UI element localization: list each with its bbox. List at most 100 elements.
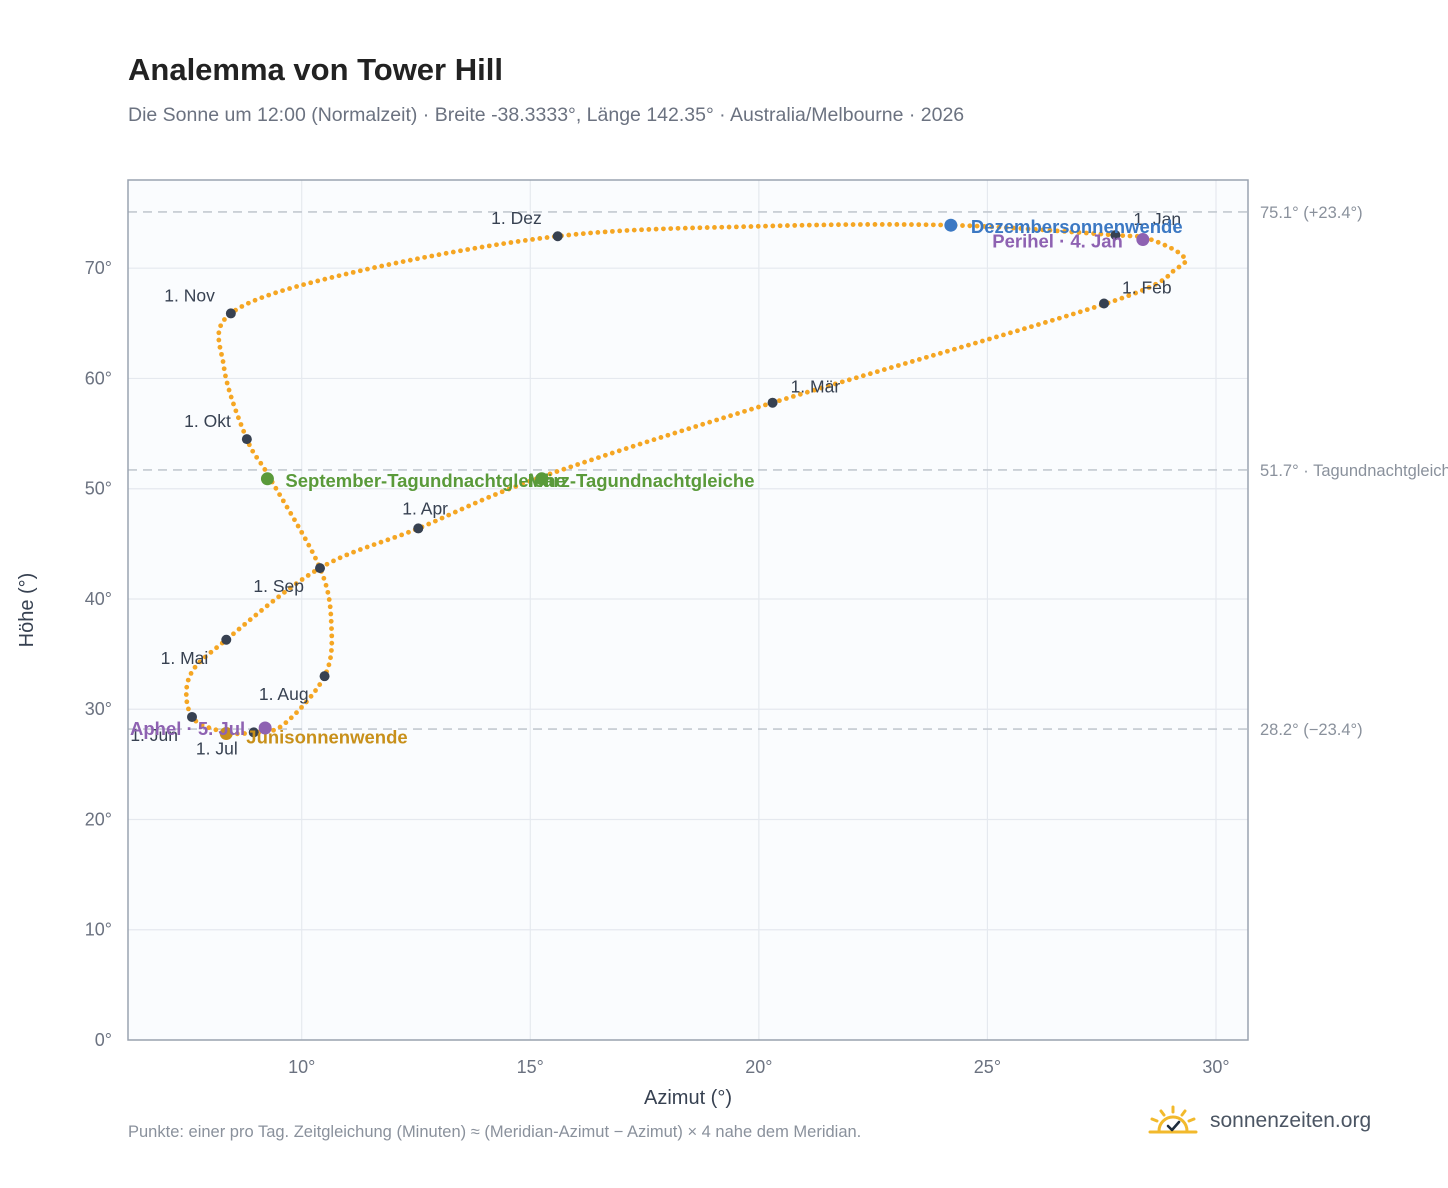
day-point [763,223,768,229]
event-marker [258,721,272,735]
day-point [966,342,971,348]
day-point [1054,228,1060,234]
day-point [271,727,276,733]
day-point [479,497,485,503]
day-point [202,654,208,660]
day-point [887,222,892,227]
month-marker [1110,230,1121,241]
day-point [183,692,189,697]
day-point [429,253,435,259]
day-point [818,385,824,391]
day-point [302,536,308,542]
day-point [974,223,980,229]
month-marker [241,434,252,445]
day-point [1003,225,1009,230]
day-point [277,492,283,497]
day-point [1070,311,1076,317]
day-point [806,222,812,228]
day-point [506,486,512,492]
day-point [719,224,725,230]
day-point [814,222,819,228]
day-point [309,549,315,555]
day-point [218,323,224,329]
day-point [328,611,334,617]
day-point [755,223,761,229]
day-point [1126,293,1132,299]
month-marker-label: 1. Mär [791,377,841,397]
day-point [351,549,356,555]
month-marker-label: 1. Okt [184,411,231,431]
day-point [566,232,572,238]
day-point [350,269,356,275]
day-point [895,363,901,368]
day-point [287,585,293,591]
plot-frame [127,179,1249,1041]
day-point [458,248,463,254]
day-point [923,222,929,228]
day-point [1112,298,1118,303]
day-point [797,391,803,397]
day-point [1119,295,1125,301]
month-marker-label: 1. Mai [161,648,209,668]
month-marker-label: 1. Apr [402,498,448,518]
event-label: März-Tagundnachtgleiche [528,470,755,491]
day-point [595,230,601,235]
day-point [299,704,304,710]
day-point [785,223,790,228]
day-point [325,589,331,595]
day-point [981,224,987,229]
month-marker-label: 1. Sep [253,576,304,596]
day-point [522,238,528,243]
month-marker [225,308,236,319]
day-point [328,655,333,661]
day-point [344,552,350,558]
day-point [697,225,703,231]
plot-area [128,180,1248,1040]
day-point [241,428,247,434]
day-point [735,411,740,416]
day-point [185,677,191,683]
day-point [199,722,205,728]
day-point [234,731,240,737]
chart-title: Analemma von Tower Hill [128,52,503,87]
day-point [329,626,334,631]
day-point [967,223,973,229]
day-point [1120,233,1126,238]
month-marker [221,634,232,645]
day-point [1084,307,1090,313]
y-tick-label: 10° [85,920,112,940]
day-point [1063,313,1069,319]
y-tick-label: 60° [85,368,112,388]
day-point [293,581,299,587]
day-point [299,529,305,535]
month-marker-label: 1. Jan [1133,209,1181,229]
day-point [313,688,318,693]
x-tick-label: 10° [288,1057,315,1077]
day-point [804,389,810,395]
x-tick-label: 30° [1202,1057,1229,1077]
day-point [672,430,678,436]
y-tick-label: 50° [85,479,112,499]
day-point [184,684,190,690]
day-point [770,223,776,229]
day-point [192,664,198,670]
day-point [343,271,349,277]
day-point [472,245,478,251]
x-tick-label: 25° [974,1057,1001,1077]
brand-logo[interactable]: sonnenzeiten.org [1146,1104,1371,1138]
day-point [712,225,717,230]
day-point [1162,242,1168,248]
day-point [1105,232,1111,238]
day-point [547,471,553,477]
day-point [1182,260,1188,265]
day-point [386,262,392,267]
day-point [850,222,856,227]
day-point [250,448,256,454]
day-point [561,466,567,472]
day-point [846,377,852,383]
day-point [365,266,370,272]
day-point [996,224,1002,230]
day-point [308,280,314,286]
day-point [326,662,332,668]
